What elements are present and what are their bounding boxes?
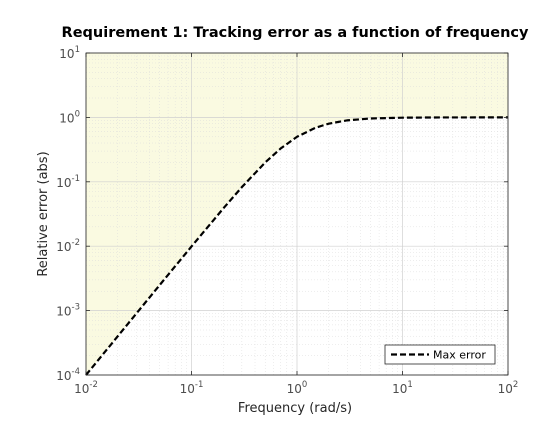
- x-tick-label: 102: [498, 380, 519, 396]
- y-tick-label: 100: [59, 109, 80, 125]
- x-axis-label: Frequency (rad/s): [238, 401, 352, 416]
- series-layer: [85, 116, 509, 376]
- x-tick-label: 10-2: [74, 380, 98, 396]
- ticks: 10-2 10-1 100 101 102 10-4 10-3 10-2 10-1 100 101: [56, 45, 518, 396]
- y-axis-label: Relative error (abs): [36, 151, 51, 276]
- y-tick-label: 101: [59, 45, 80, 61]
- y-tick-label: 10-2: [56, 238, 80, 254]
- y-tick-label: 10-4: [56, 367, 80, 383]
- x-tick-label: 10-1: [180, 380, 204, 396]
- x-tick-label: 101: [392, 380, 413, 396]
- legend-entry-max-error: Max error: [433, 349, 486, 362]
- y-tick-label: 10-3: [56, 303, 80, 319]
- x-tick-label: 100: [287, 380, 308, 396]
- y-tick-label: 10-1: [56, 174, 80, 190]
- chart-title: Requirement 1: Tracking error as a funct…: [62, 25, 529, 41]
- series-line-max-error: [85, 116, 509, 376]
- legend: Max error: [384, 344, 496, 365]
- legend-box: [384, 344, 496, 365]
